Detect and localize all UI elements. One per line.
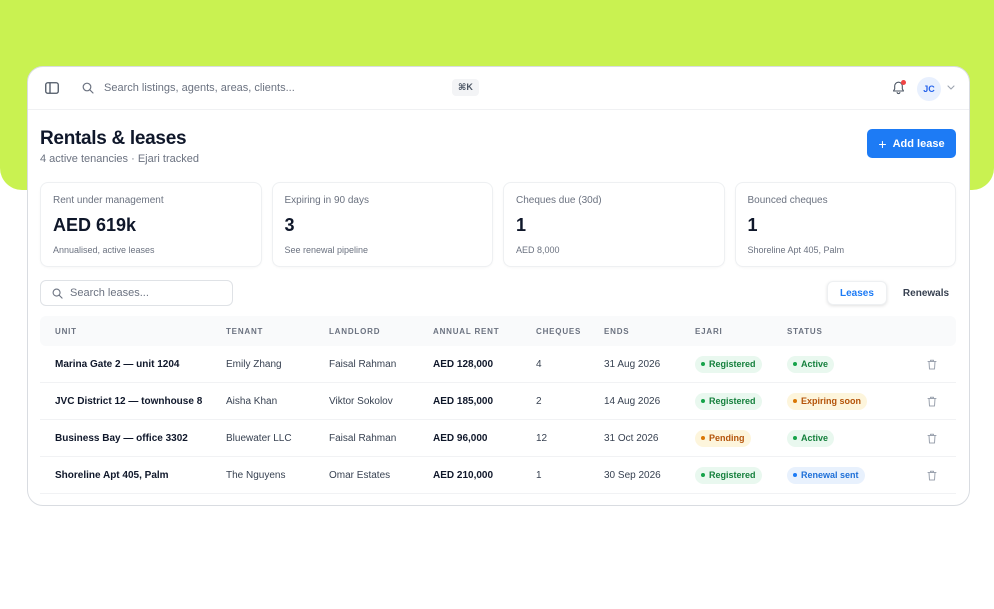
delete-button[interactable] <box>925 357 939 371</box>
add-lease-button[interactable]: + Add lease <box>867 129 956 158</box>
cell-unit: JVC District 12 — townhouse 8 <box>55 395 203 407</box>
app-window: Search listings, agents, areas, clients.… <box>27 66 970 506</box>
bell-icon <box>892 81 904 95</box>
cell-landlord: Faisal Rahman <box>329 432 397 444</box>
delete-button[interactable] <box>925 468 939 482</box>
cell-tenant: Bluewater LLC <box>226 432 292 444</box>
ejari-badge: Registered <box>695 392 762 410</box>
cell-ends: 30 Sep 2026 <box>604 469 661 481</box>
view-tabs: Leases Renewals <box>827 280 956 306</box>
cell-landlord: Omar Estates <box>329 469 391 481</box>
cell-landlord: Viktor Sokolov <box>329 395 393 407</box>
avatar[interactable]: JC <box>917 77 941 101</box>
top-bar: Search listings, agents, areas, clients.… <box>28 67 969 110</box>
notification-dot <box>901 80 906 85</box>
table-row[interactable]: Marina Gate 2 — unit 1204 Emily Zhang Fa… <box>40 346 956 383</box>
page-subtitle: 4 active tenancies · Ejari tracked <box>40 153 199 165</box>
global-search-input[interactable]: Search listings, agents, areas, clients.… <box>80 76 480 100</box>
cell-ends: 31 Aug 2026 <box>604 358 661 370</box>
delete-button[interactable] <box>925 394 939 408</box>
cell-ends: 14 Aug 2026 <box>604 395 661 407</box>
cell-cheques: 1 <box>536 469 542 481</box>
table-row[interactable]: Business Bay — office 3302 Bluewater LLC… <box>40 420 956 457</box>
status-badge: Expiring soon <box>787 392 868 410</box>
cell-tenant: Aisha Khan <box>226 395 278 407</box>
stat-label: Bounced cheques <box>747 195 828 206</box>
account-menu-button[interactable] <box>946 82 956 92</box>
cell-cheques: 4 <box>536 358 542 370</box>
cell-rent: AED 185,000 <box>433 395 494 407</box>
table-header: UNIT TENANT LANDLORD ANNUAL RENT CHEQUES… <box>40 316 956 346</box>
column-header-unit[interactable]: UNIT <box>55 326 77 336</box>
stat-note: AED 8,000 <box>516 245 560 255</box>
cell-unit: Shoreline Apt 405, Palm <box>55 469 169 481</box>
column-header-annual-rent[interactable]: ANNUAL RENT <box>433 326 500 336</box>
stat-note: Annualised, active leases <box>53 245 155 255</box>
sidebar-toggle-icon <box>45 82 59 94</box>
cell-rent: AED 128,000 <box>433 358 494 370</box>
stat-card-bounced: Bounced cheques 1 Shoreline Apt 405, Pal… <box>734 182 956 267</box>
plus-icon: + <box>878 135 887 152</box>
column-header-cheques[interactable]: CHEQUES <box>536 326 582 336</box>
tab-leases[interactable]: Leases <box>827 281 887 305</box>
stats-row: Rent under management AED 619k Annualise… <box>40 182 956 267</box>
lease-search-placeholder: Search leases... <box>70 287 149 299</box>
search-icon <box>80 80 96 96</box>
stat-label: Expiring in 90 days <box>284 195 370 206</box>
sidebar-toggle-button[interactable] <box>42 79 62 97</box>
cell-cheques: 2 <box>536 395 542 407</box>
ejari-badge: Pending <box>695 429 751 447</box>
table-row[interactable]: JVC District 12 — townhouse 8 Aisha Khan… <box>40 383 956 420</box>
trash-icon <box>927 359 936 369</box>
cell-rent: AED 210,000 <box>433 469 494 481</box>
trash-icon <box>927 433 936 443</box>
cell-tenant: The Nguyens <box>226 469 286 481</box>
trash-icon <box>927 470 936 480</box>
stat-label: Cheques due (30d) <box>516 195 602 206</box>
tab-renewals[interactable]: Renewals <box>902 287 950 299</box>
stat-note: Shoreline Apt 405, Palm <box>747 245 845 255</box>
status-badge: Renewal sent <box>787 466 865 484</box>
stat-value: 3 <box>284 215 295 235</box>
column-header-tenant[interactable]: TENANT <box>226 326 264 336</box>
cell-rent: AED 96,000 <box>433 432 488 444</box>
cell-tenant: Emily Zhang <box>226 358 282 370</box>
status-badge: Active <box>787 429 835 447</box>
cell-ends: 31 Oct 2026 <box>604 432 659 444</box>
add-lease-label: Add lease <box>892 137 945 150</box>
column-header-ends[interactable]: ENDS <box>604 326 630 336</box>
column-header-landlord[interactable]: LANDLORD <box>329 326 381 336</box>
notifications-button[interactable] <box>889 79 907 97</box>
stat-card-expiring: Expiring in 90 days 3 See renewal pipeli… <box>271 182 493 267</box>
cell-unit: Marina Gate 2 — unit 1204 <box>55 358 180 370</box>
column-header-status[interactable]: STATUS <box>787 326 823 336</box>
leases-table: UNIT TENANT LANDLORD ANNUAL RENT CHEQUES… <box>40 316 956 494</box>
column-header-ejari[interactable]: EJARI <box>695 326 723 336</box>
delete-button[interactable] <box>925 431 939 445</box>
status-badge: Active <box>787 355 835 373</box>
stat-value: 1 <box>747 215 758 235</box>
ejari-badge: Registered <box>695 466 762 484</box>
cell-cheques: 12 <box>536 432 548 444</box>
search-icon <box>50 286 64 300</box>
search-shortcut-badge: ⌘K <box>452 79 479 96</box>
stat-value: AED 619k <box>53 215 137 235</box>
ejari-badge: Registered <box>695 355 762 373</box>
stat-card-rent: Rent under management AED 619k Annualise… <box>40 182 262 267</box>
stat-label: Rent under management <box>53 195 164 206</box>
cell-unit: Business Bay — office 3302 <box>55 432 188 444</box>
stat-note: See renewal pipeline <box>284 245 369 255</box>
cell-landlord: Faisal Rahman <box>329 358 397 370</box>
table-row[interactable]: Shoreline Apt 405, Palm The Nguyens Omar… <box>40 457 956 494</box>
chevron-down-icon <box>947 84 955 90</box>
page-title: Rentals & leases <box>40 128 187 149</box>
lease-search-input[interactable]: Search leases... <box>40 280 233 306</box>
global-search-placeholder: Search listings, agents, areas, clients.… <box>104 82 295 94</box>
trash-icon <box>927 396 936 406</box>
stat-card-cheques-due: Cheques due (30d) 1 AED 8,000 <box>503 182 725 267</box>
stat-value: 1 <box>516 215 527 235</box>
